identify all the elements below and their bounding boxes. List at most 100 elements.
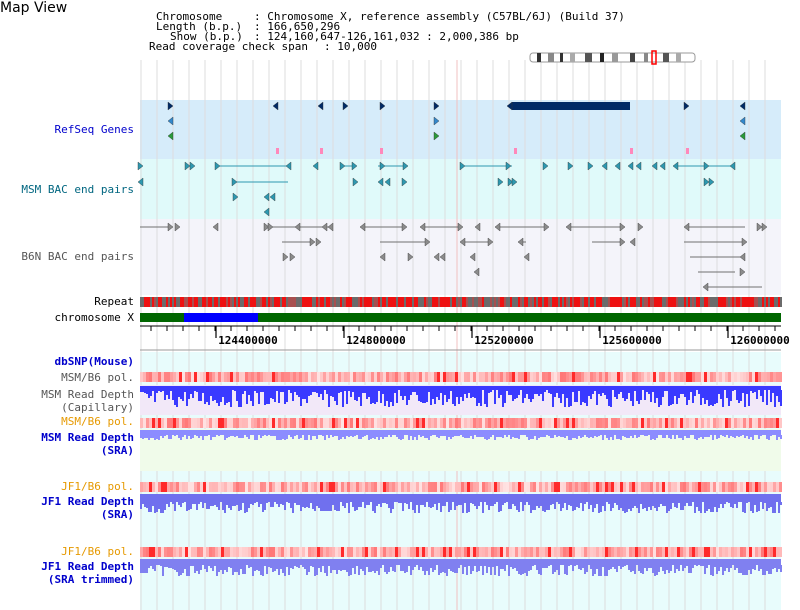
jf1-depth-trim-bar (520, 565, 522, 575)
repeat-segment (326, 297, 328, 307)
repeat-segment (320, 297, 322, 307)
msm-b6-pol-1-cell (596, 372, 599, 382)
jf1-b6-pol-1-cell (542, 482, 545, 492)
msm-depth-cap-bar (688, 390, 690, 400)
jf1-b6-pol-1-cell (140, 482, 143, 492)
jf1-b6-pol-2-cell (704, 547, 707, 557)
msm-depth-cap-bar (450, 390, 452, 391)
msm-depth-cap-bar (580, 390, 582, 405)
msm-bac-end-arrow (601, 161, 608, 171)
msm-depth-sra-bar (148, 435, 150, 440)
msm-b6-pol-1-cell (671, 372, 674, 382)
jf1-depth-trim-bar (172, 565, 174, 569)
track-label-b6n-bac[interactable]: B6N BAC end pairs (21, 250, 134, 263)
track-label-jf1-depth-trim-1[interactable]: JF1 Read Depth (41, 560, 134, 573)
msm-depth-sra-bar (246, 435, 248, 437)
jf1-b6-pol-2-cell (653, 547, 656, 557)
jf1-depth-trim-bar (446, 565, 448, 576)
track-label-msm-depth-sra-1[interactable]: MSM Read Depth (41, 431, 134, 444)
msm-b6-pol-1-cell (701, 372, 704, 382)
msm-b6-pol-2-cell (509, 418, 512, 428)
msm-b6-pol-2-cell (281, 418, 284, 428)
msm-b6-pol-1-cell (401, 372, 404, 382)
jf1-b6-pol-2-cell (176, 547, 179, 557)
msm-depth-sra-bar (360, 435, 362, 439)
repeat-segment (230, 297, 232, 307)
msm-b6-pol-2-cell (227, 418, 230, 428)
msm-depth-sra-bar (574, 435, 576, 438)
jf1-depth-trim-bar (142, 565, 144, 573)
repeat-segment (686, 297, 688, 307)
msm-b6-pol-2-cell (365, 418, 368, 428)
msm-depth-sra-bar (674, 435, 676, 439)
jf1-depth-trim-bar (272, 565, 274, 572)
jf1-b6-pol-1-cell (713, 482, 716, 492)
msm-depth-cap-bar (656, 390, 658, 398)
jf1-depth-sra-bar (490, 502, 492, 506)
msm-depth-sra-bar (424, 435, 426, 438)
track-label-jf1-b6-pol-1[interactable]: JF1/B6 pol. (61, 480, 134, 493)
jf1-depth-trim-bar (360, 565, 362, 569)
msm-depth-sra-bar (348, 435, 350, 437)
msm-depth-sra-bar (192, 435, 194, 438)
msm-depth-sra-bar (740, 435, 742, 436)
repeat-segment (526, 297, 528, 307)
repeat-segment (706, 297, 708, 307)
msm-b6-pol-2-cell (701, 418, 704, 428)
msm-depth-sra-bar (428, 435, 430, 440)
track-label-dbsnp[interactable]: dbSNP(Mouse) (54, 355, 134, 368)
msm-depth-sra-bar (556, 435, 558, 437)
jf1-depth-sra-bar (530, 502, 532, 513)
msm-b6-pol-1-cell (284, 372, 287, 382)
msm-depth-sra-bar-base (140, 430, 781, 435)
msm-depth-sra-bar (506, 435, 508, 437)
jf1-depth-trim-bar (268, 565, 270, 567)
track-label-refseq[interactable]: RefSeq Genes (54, 123, 134, 136)
repeat-segment (774, 297, 776, 307)
track-label-msm-depth-cap-1[interactable]: MSM Read Depth (41, 388, 134, 401)
repeat-segment (600, 297, 602, 307)
jf1-b6-pol-2-cell (179, 547, 182, 557)
msm-depth-sra-bar (476, 435, 478, 437)
jf1-b6-pol-2-cell (740, 547, 743, 557)
msm-b6-pol-2-cell (275, 418, 278, 428)
jf1-depth-trim-bar (558, 565, 560, 575)
jf1-depth-sra-bar (478, 502, 480, 506)
jf1-depth-trim-bar (362, 565, 364, 571)
repeat-segment (728, 297, 730, 307)
repeat-segment (454, 297, 456, 307)
msm-b6-pol-2-cell (197, 418, 200, 428)
jf1-depth-sra-bar (304, 502, 306, 508)
track-label-jf1-b6-pol-2[interactable]: JF1/B6 pol. (61, 545, 134, 558)
msm-b6-pol-1-cell (167, 372, 170, 382)
repeat-segment (142, 297, 144, 307)
msm-b6-pol-1-cell (662, 372, 665, 382)
refseq-gene-arrow (167, 116, 174, 126)
jf1-depth-sra-bar (724, 502, 726, 504)
jf1-depth-trim-bar (278, 565, 280, 575)
track-label-msm-bac[interactable]: MSM BAC end pairs (21, 183, 134, 196)
track-label-msm-b6-pol-1[interactable]: MSM/B6 pol. (61, 371, 134, 384)
track-label-jf1-depth-sra-1[interactable]: JF1 Read Depth (41, 495, 134, 508)
repeat-segment (768, 297, 770, 307)
msm-b6-pol-1-cell (578, 372, 581, 382)
repeat-segment (650, 297, 652, 307)
repeat-segment (370, 297, 372, 307)
msm-b6-pol-2-cell (476, 418, 479, 428)
msm-depth-cap-bar (648, 390, 650, 394)
jf1-depth-trim-bar (468, 565, 470, 566)
repeat-segment (282, 297, 284, 307)
jf1-depth-trim-bar (144, 565, 146, 573)
jf1-b6-pol-2-cell (683, 547, 686, 557)
track-label-msm-b6-pol-2[interactable]: MSM/B6 pol. (61, 415, 134, 428)
jf1-b6-pol-2-cell (461, 547, 464, 557)
msm-depth-cap-bar (310, 390, 312, 395)
repeat-segment (368, 297, 370, 307)
jf1-depth-sra-bar (260, 502, 262, 504)
repeat-track (140, 297, 782, 307)
repeat-segment (176, 297, 178, 307)
repeat-segment (168, 297, 170, 307)
jf1-b6-pol-1-cell (269, 482, 272, 492)
msm-depth-cap-bar (676, 390, 678, 404)
